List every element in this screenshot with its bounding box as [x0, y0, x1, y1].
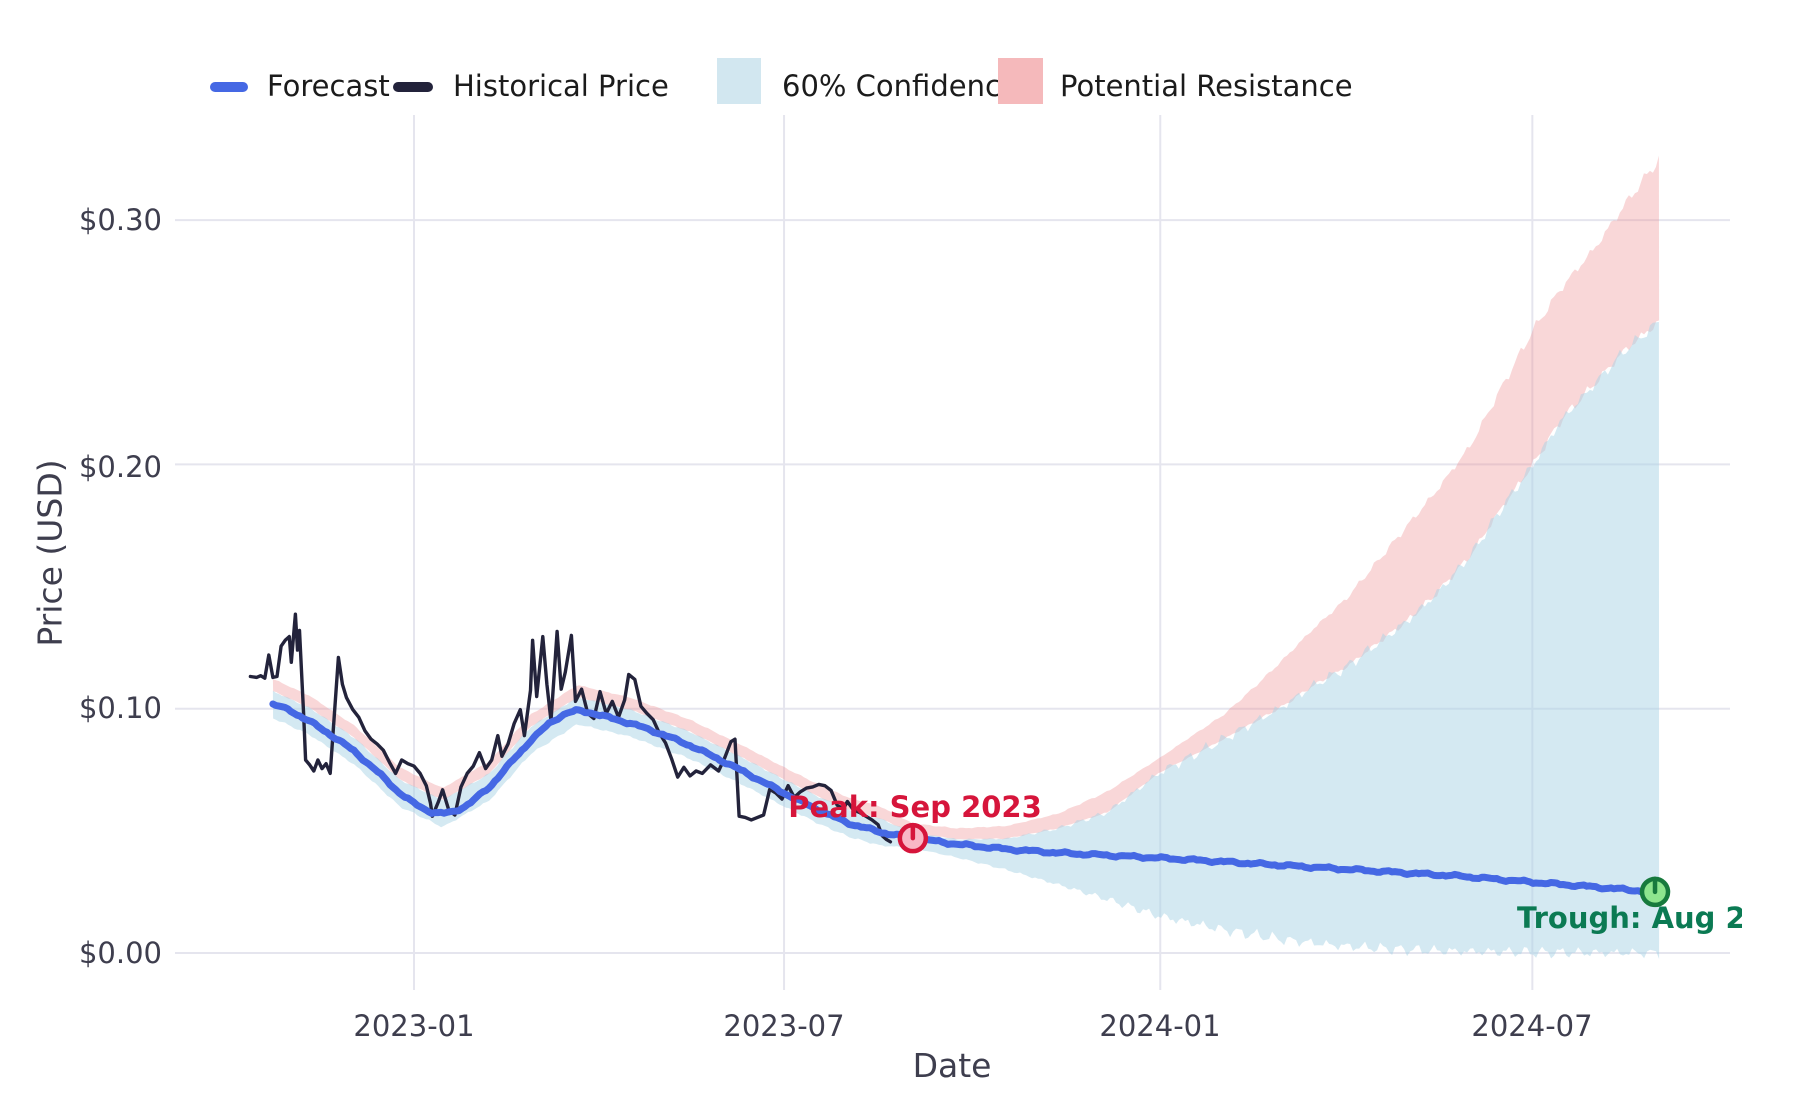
x-tick-2023-01: 2023-01	[353, 1009, 475, 1043]
x-tick-2024-01: 2024-01	[1099, 1009, 1221, 1043]
resistance-patch-swatch	[998, 58, 1043, 104]
y-tick-0.30: $0.30	[78, 203, 162, 237]
forecast-line-swatch	[210, 82, 248, 92]
x-tick-2023-07: 2023-07	[723, 1009, 845, 1043]
historical-line-swatch	[393, 82, 433, 92]
legend-label-confidence: 60% Confidence	[782, 69, 1019, 103]
legend-label-historical: Historical Price	[453, 69, 669, 103]
x-axis-title: Date	[912, 1046, 992, 1085]
y-axis-title: Price (USD)	[30, 459, 70, 647]
confidence-patch-swatch	[717, 58, 761, 104]
y-tick-0.10: $0.10	[78, 691, 162, 725]
x-tick-2024-07: 2024-07	[1471, 1009, 1593, 1043]
y-tick-0.20: $0.20	[78, 450, 162, 484]
y-tick-0.00: $0.00	[78, 936, 162, 970]
legend-label-resistance: Potential Resistance	[1060, 69, 1353, 103]
legend-label-forecast: Forecast	[267, 69, 390, 103]
